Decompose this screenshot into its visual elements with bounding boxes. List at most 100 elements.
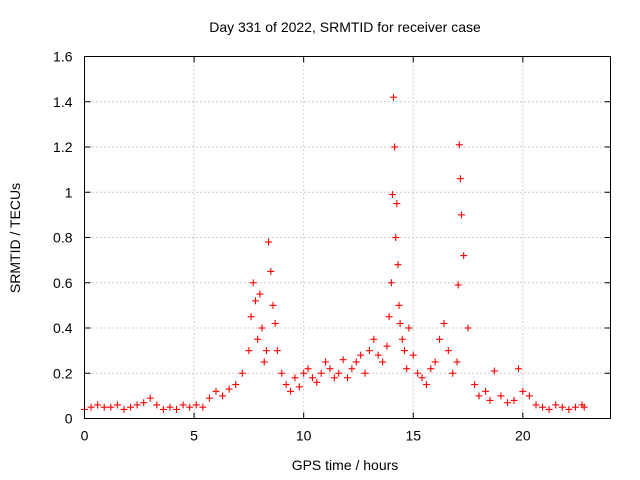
data-point	[159, 405, 167, 413]
data-point	[247, 313, 255, 321]
data-point	[396, 319, 404, 327]
data-point	[580, 403, 588, 411]
data-point	[486, 396, 494, 404]
data-point	[317, 369, 325, 377]
data-point	[357, 351, 365, 359]
data-point	[166, 403, 174, 411]
data-point	[427, 365, 435, 373]
plot-frame	[84, 56, 611, 419]
data-point	[552, 401, 560, 409]
points-layer	[81, 93, 588, 413]
data-point	[267, 267, 275, 275]
data-point	[449, 369, 457, 377]
data-point	[326, 365, 334, 373]
data-point	[87, 403, 95, 411]
data-point	[273, 347, 281, 355]
data-point	[545, 405, 553, 413]
data-point	[344, 374, 351, 382]
data-point	[238, 369, 246, 377]
data-point	[400, 347, 408, 355]
data-point	[219, 392, 227, 400]
data-point	[140, 399, 148, 407]
data-point	[330, 374, 338, 382]
y-tick-label: 0.2	[53, 365, 73, 381]
data-point	[532, 401, 540, 409]
data-point	[251, 297, 259, 305]
data-point	[391, 143, 399, 151]
data-point	[245, 347, 253, 355]
data-point	[133, 401, 141, 409]
data-point	[173, 405, 181, 413]
data-point	[398, 335, 406, 343]
data-point	[304, 365, 312, 373]
data-point	[313, 378, 321, 386]
data-point	[348, 365, 356, 373]
y-tick-label: 1	[65, 184, 73, 200]
data-point	[558, 403, 566, 411]
data-point	[379, 358, 387, 366]
data-point	[385, 313, 393, 321]
data-point	[300, 369, 308, 377]
data-point	[539, 403, 547, 411]
data-point	[146, 394, 154, 402]
data-point	[365, 347, 373, 355]
data-point	[269, 301, 277, 309]
data-point	[339, 356, 347, 364]
data-point	[395, 301, 403, 309]
y-tick-label: 1.2	[53, 139, 73, 155]
data-point	[287, 387, 295, 395]
data-point	[374, 351, 382, 359]
data-point	[482, 387, 490, 395]
x-tick-label: 20	[515, 428, 531, 444]
data-point	[100, 403, 108, 411]
data-point	[127, 403, 135, 411]
data-point	[565, 405, 573, 413]
data-point	[260, 358, 268, 366]
data-point	[278, 369, 286, 377]
data-point	[308, 374, 316, 382]
x-tick-label: 5	[190, 428, 198, 444]
y-tick-label: 0	[65, 411, 73, 427]
data-point	[440, 319, 448, 327]
data-point	[405, 324, 413, 332]
y-axis-label: SRMTID / TECUs	[7, 183, 23, 293]
data-point	[265, 238, 273, 246]
data-point	[503, 399, 511, 407]
data-point	[282, 381, 290, 389]
y-tick-label: 1.6	[53, 49, 73, 65]
data-point	[525, 392, 533, 400]
data-point	[186, 403, 194, 411]
data-point	[179, 401, 187, 409]
data-point	[153, 401, 161, 409]
data-point	[361, 369, 369, 377]
data-point	[455, 141, 463, 149]
data-point	[256, 290, 264, 298]
data-point	[497, 392, 505, 400]
ticks-layer: 0 5 10 15 20 0 0.2 0.4 0.6 0.8 1 1.2 1.4 1.6	[53, 49, 611, 444]
data-point	[107, 403, 115, 411]
data-point	[393, 200, 401, 208]
data-point	[335, 369, 343, 377]
data-point	[383, 342, 391, 350]
data-point	[192, 401, 200, 409]
data-point	[388, 191, 396, 199]
data-point	[422, 381, 430, 389]
data-point	[94, 401, 102, 409]
x-tick-label: 15	[405, 428, 421, 444]
data-point	[199, 403, 207, 411]
y-tick-label: 0.8	[53, 230, 73, 246]
y-tick-label: 0.6	[53, 275, 73, 291]
data-point	[475, 392, 483, 400]
data-point	[403, 365, 411, 373]
data-point	[291, 374, 299, 382]
data-point	[254, 335, 262, 343]
chart-title: Day 331 of 2022, SRMTID for receiver cas…	[209, 19, 481, 35]
data-point	[514, 365, 522, 373]
grid-layer	[84, 56, 611, 419]
data-point	[394, 261, 402, 269]
data-point	[258, 324, 266, 332]
data-point	[392, 234, 400, 241]
data-point	[113, 401, 121, 409]
data-point	[490, 367, 498, 375]
data-point	[409, 351, 417, 359]
